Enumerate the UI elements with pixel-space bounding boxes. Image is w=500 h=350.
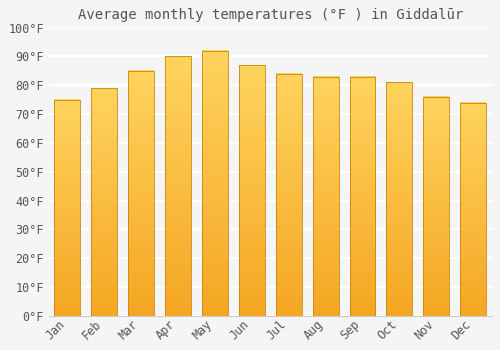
Bar: [54, 100, 80, 316]
Bar: [165, 56, 191, 316]
Bar: [460, 103, 486, 316]
Bar: [128, 71, 154, 316]
Bar: [350, 77, 376, 316]
Bar: [239, 65, 264, 316]
Title: Average monthly temperatures (°F ) in Giddalūr: Average monthly temperatures (°F ) in Gi…: [78, 8, 463, 22]
Bar: [92, 88, 117, 316]
Bar: [424, 97, 449, 316]
Bar: [312, 77, 338, 316]
Bar: [202, 51, 228, 316]
Bar: [276, 74, 301, 316]
Bar: [386, 83, 412, 316]
